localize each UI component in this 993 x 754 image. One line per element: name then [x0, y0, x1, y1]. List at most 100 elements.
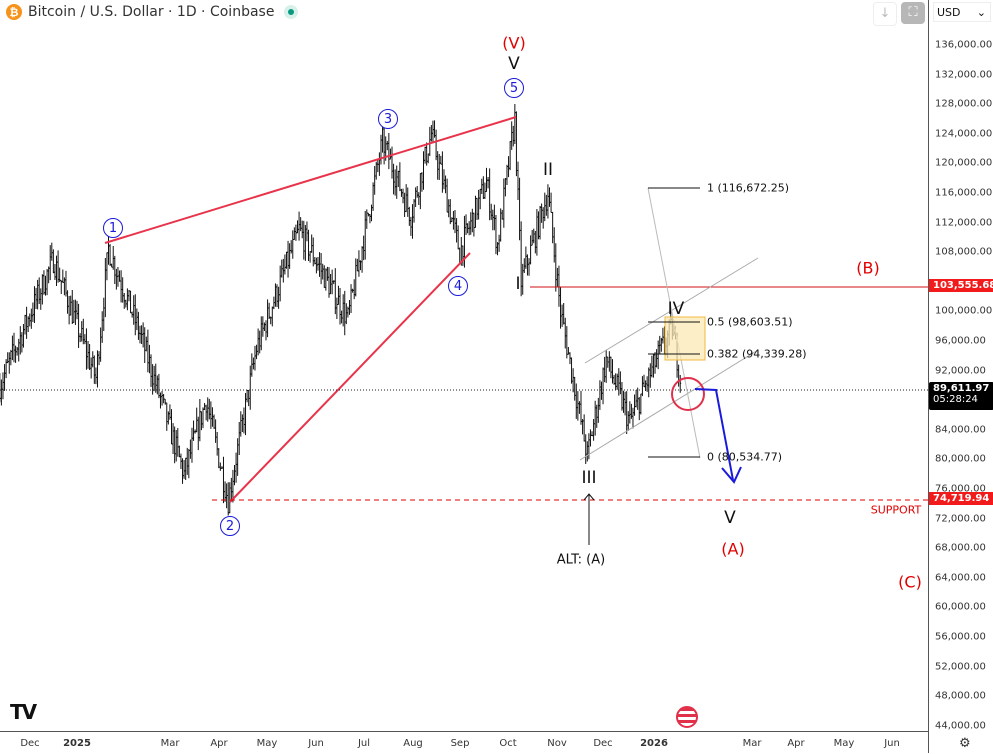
price-tick: 112,000.00 — [935, 217, 993, 229]
candle — [619, 371, 622, 395]
candle — [345, 303, 348, 325]
candle — [312, 237, 315, 267]
candle — [38, 277, 41, 305]
candle — [230, 477, 233, 502]
candle — [647, 367, 650, 398]
candle — [8, 352, 11, 374]
candle — [291, 230, 294, 259]
candle — [395, 165, 398, 199]
symbol-title[interactable]: Bitcoin / U.S. Dollar · 1D · Coinbase — [28, 4, 275, 20]
candle — [143, 327, 146, 364]
candle — [373, 165, 376, 195]
candle — [450, 217, 453, 223]
candle — [175, 430, 178, 462]
candle — [576, 391, 579, 421]
candle — [118, 270, 121, 282]
candle — [513, 104, 516, 144]
arrow-down-icon[interactable]: ↓ — [873, 2, 897, 26]
candle — [638, 397, 641, 421]
candle — [392, 163, 395, 195]
fib-0382-label: 0.382 (94,339.28) — [707, 347, 807, 361]
candle — [85, 328, 88, 370]
wave-1-label: 1 — [103, 218, 123, 238]
candle — [183, 460, 186, 479]
candle — [20, 332, 23, 353]
candle — [28, 313, 31, 327]
price-tick: 48,000.00 — [935, 690, 986, 702]
price-tick: 80,000.00 — [935, 453, 986, 465]
candle — [425, 142, 428, 166]
candle — [368, 213, 371, 224]
candle — [479, 188, 482, 210]
candle — [82, 318, 85, 345]
currency-select[interactable]: USD ⌄ — [933, 2, 991, 22]
time-axis[interactable]: Dec 2025 Mar Apr May Jun Jul Aug Sep Oct Nov Dec 202… — [0, 731, 928, 754]
candle — [490, 203, 493, 220]
candle — [639, 393, 642, 415]
candle — [268, 302, 271, 319]
price-tick: 96,000.00 — [935, 335, 986, 347]
time-tick: Nov — [547, 738, 567, 749]
candle — [50, 242, 53, 261]
candle — [389, 148, 392, 160]
candle — [190, 427, 193, 463]
candle — [457, 225, 460, 250]
time-tick: Apr — [787, 738, 805, 749]
candle — [31, 302, 34, 322]
candle — [170, 409, 173, 445]
fib-0-label: 0 (80,534.77) — [707, 450, 783, 464]
candle — [205, 404, 208, 421]
candle — [217, 448, 220, 469]
candle — [528, 258, 531, 276]
candle — [337, 285, 340, 306]
candle — [214, 419, 217, 443]
candle — [427, 153, 430, 164]
candle — [356, 258, 359, 272]
candle — [472, 212, 475, 237]
candle — [488, 168, 491, 221]
candle — [343, 290, 346, 336]
candle — [153, 365, 156, 392]
price-tick: 132,000.00 — [935, 69, 993, 81]
candle — [257, 328, 260, 356]
candle — [66, 290, 69, 314]
price-chart[interactable] — [0, 0, 928, 731]
candle — [61, 269, 64, 283]
price-axis[interactable]: USD ⌄ 136,000.00 132,000.00 128,000.00 124,0… — [928, 0, 993, 753]
candle — [491, 209, 494, 231]
candle — [646, 376, 649, 392]
us-flag-event-icon[interactable] — [676, 706, 698, 728]
time-tick: Jun — [884, 738, 900, 749]
candle — [539, 205, 542, 240]
candle — [476, 197, 479, 221]
candle — [121, 277, 124, 303]
candle — [592, 419, 595, 441]
candle — [35, 287, 38, 310]
candle — [551, 211, 554, 244]
fullscreen-icon[interactable]: ⛶ — [901, 2, 925, 24]
candle — [622, 390, 625, 413]
candle — [33, 286, 36, 324]
candle — [90, 357, 93, 379]
candle — [42, 270, 45, 295]
candle — [564, 317, 567, 349]
candle — [296, 220, 299, 234]
candle — [206, 397, 209, 422]
candle — [526, 254, 529, 276]
candle — [91, 351, 94, 368]
candle — [228, 482, 231, 514]
candle — [154, 363, 157, 393]
candle — [283, 254, 286, 275]
candle — [532, 228, 535, 244]
candle — [69, 295, 72, 316]
candle — [263, 322, 266, 332]
candle — [340, 310, 343, 324]
candle — [148, 344, 151, 374]
candle — [353, 279, 356, 300]
candle — [471, 208, 474, 233]
settings-icon[interactable]: ⚙ — [959, 736, 971, 751]
candle — [545, 194, 548, 216]
candle — [198, 399, 201, 442]
wave-ii-label: II — [542, 160, 554, 180]
price-tick: 92,000.00 — [935, 365, 986, 377]
